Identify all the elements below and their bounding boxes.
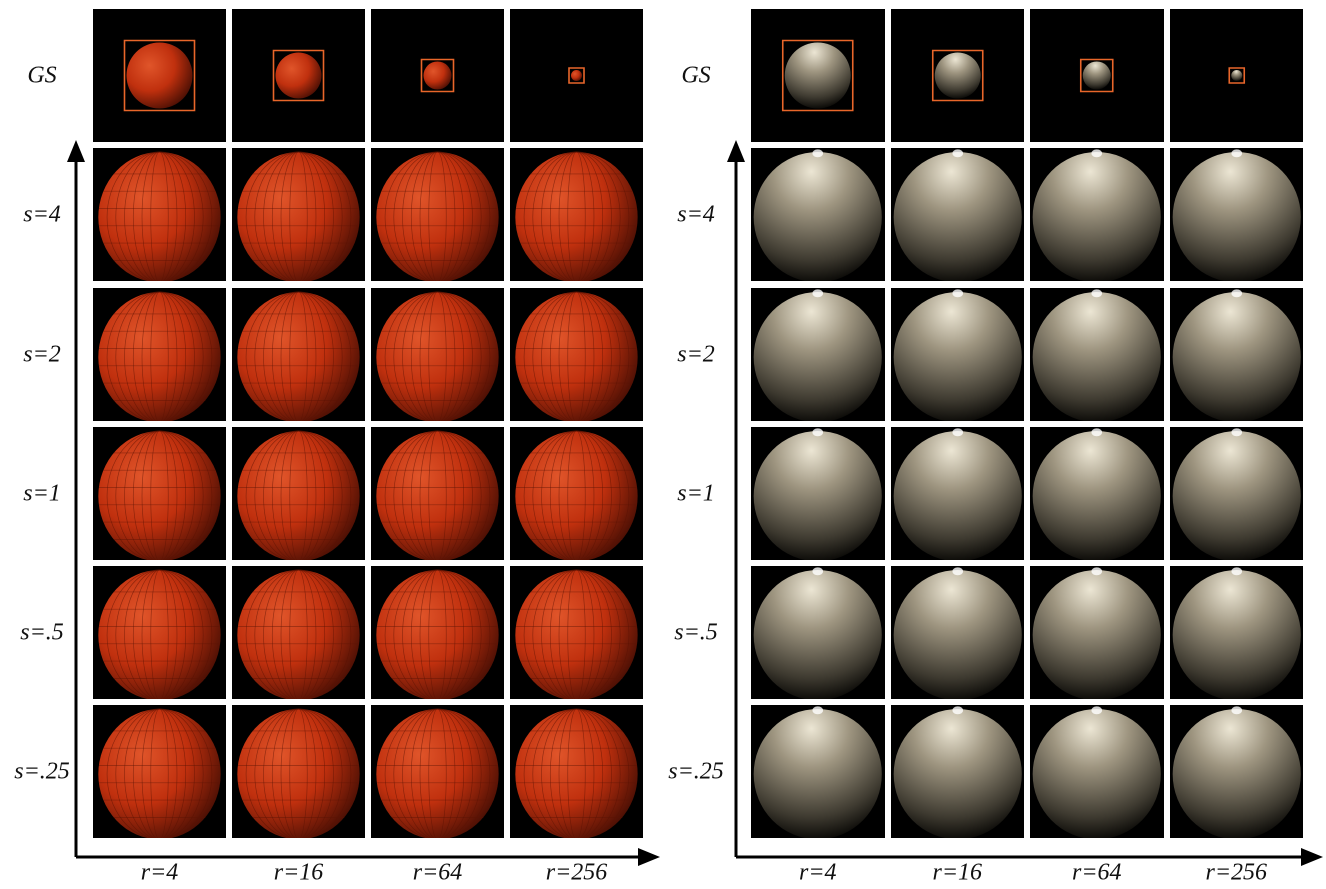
render-cell	[510, 148, 643, 281]
row-label: s=.5	[20, 619, 64, 645]
col-label: r=256	[545, 859, 608, 886]
render-cell	[1030, 427, 1164, 560]
axes-arrows	[727, 140, 1323, 866]
gs-thumbnail	[890, 9, 1024, 142]
render-cell	[232, 705, 365, 838]
render-cell	[751, 288, 885, 421]
render-cell	[1169, 148, 1303, 281]
col-label: r=4	[140, 859, 179, 886]
render-cell	[890, 148, 1024, 281]
render-cell	[751, 566, 885, 699]
gs-thumbnail	[510, 9, 643, 142]
render-cell	[510, 566, 643, 699]
row-label: GS	[27, 62, 57, 88]
render-cell	[232, 566, 365, 699]
render-cell	[93, 148, 226, 281]
col-label: r=64	[1071, 859, 1122, 886]
row-label: s=4	[23, 201, 61, 227]
render-cell	[93, 705, 226, 838]
render-cell	[890, 705, 1024, 838]
render-cell	[1030, 148, 1164, 281]
render-cell	[751, 705, 885, 838]
row-label: s=.25	[668, 758, 724, 784]
render-cell	[1169, 427, 1303, 560]
gs-thumbnail	[232, 9, 365, 142]
gs-thumbnail	[371, 9, 504, 142]
render-cell	[93, 566, 226, 699]
render-cell	[1030, 288, 1164, 421]
row-label: s=2	[677, 341, 715, 367]
render-cell	[751, 427, 885, 560]
row-label: GS	[681, 62, 711, 88]
render-cell	[232, 148, 365, 281]
render-cell	[510, 427, 643, 560]
render-cell	[510, 705, 643, 838]
render-cell	[232, 288, 365, 421]
figure-panel-stone: GS s=4 s=2 s=1 s=.5 s=.25 r=4 r=16 r=64 r=256	[663, 0, 1326, 889]
row-label: s=4	[677, 201, 715, 227]
render-cell	[371, 705, 504, 838]
render-cell	[1169, 288, 1303, 421]
row-label: s=1	[677, 480, 715, 506]
col-label: r=16	[273, 859, 324, 886]
gs-thumbnail	[1169, 9, 1303, 142]
render-cell	[371, 427, 504, 560]
render-cell	[890, 566, 1024, 699]
col-label: r=16	[932, 859, 983, 886]
render-cell	[1030, 566, 1164, 699]
render-cell	[751, 148, 885, 281]
axes-arrows	[67, 140, 660, 866]
gs-thumbnail	[1030, 9, 1164, 142]
col-label: r=256	[1205, 859, 1268, 886]
render-cell	[93, 288, 226, 421]
render-cell	[890, 288, 1024, 421]
render-cell	[1169, 566, 1303, 699]
render-cell	[371, 566, 504, 699]
row-label: s=.25	[14, 758, 70, 784]
row-label: s=2	[23, 341, 61, 367]
render-cell	[890, 427, 1024, 560]
render-cell	[93, 427, 226, 560]
gs-thumbnail	[751, 9, 885, 142]
render-cell	[1030, 705, 1164, 838]
render-cell	[232, 427, 365, 560]
col-label: r=64	[412, 859, 463, 886]
col-label: r=4	[798, 859, 837, 886]
figure-panel-red: GS s=4 s=2 s=1 s=.5 s=.25 r=4 r=16 r=64 r=256	[14, 9, 660, 886]
row-label: s=.5	[674, 619, 718, 645]
row-label: s=1	[23, 480, 61, 506]
render-cell	[371, 288, 504, 421]
render-cell	[371, 148, 504, 281]
render-cell	[510, 288, 643, 421]
gs-thumbnail	[93, 9, 226, 142]
render-cell	[1169, 705, 1303, 838]
